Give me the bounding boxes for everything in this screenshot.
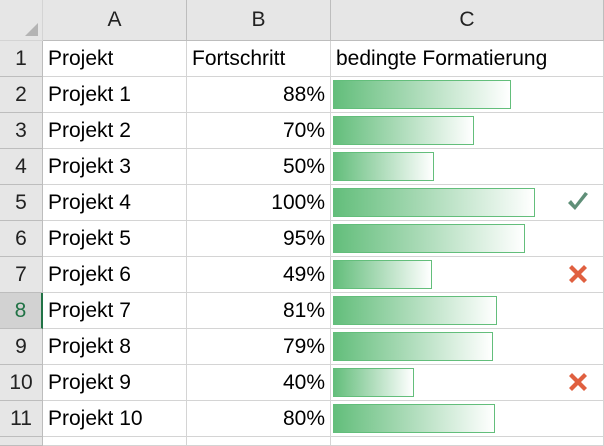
header-cell-projekt[interactable]: Projekt: [43, 41, 187, 77]
data-bar: [333, 188, 535, 217]
data-bar: [333, 260, 432, 289]
header-cell-fortschritt[interactable]: Fortschritt: [187, 41, 331, 77]
row-header[interactable]: 7: [0, 257, 43, 293]
data-bar: [333, 152, 434, 181]
header-cell-bedingte-formatierung[interactable]: bedingte Formatierung: [331, 41, 604, 77]
data-bar-cell[interactable]: [331, 221, 604, 257]
project-name-cell[interactable]: Projekt 1: [43, 77, 187, 113]
cross-icon: [569, 265, 587, 283]
row-header[interactable]: 8: [0, 293, 43, 329]
data-bar: [333, 224, 525, 253]
project-name-cell[interactable]: Projekt 2: [43, 113, 187, 149]
data-bar: [333, 332, 493, 361]
data-bar: [333, 116, 474, 145]
project-name-cell[interactable]: Projekt 7: [43, 293, 187, 329]
progress-cell[interactable]: 40%: [187, 365, 331, 401]
progress-cell[interactable]: 95%: [187, 221, 331, 257]
data-bar-cell[interactable]: [331, 401, 604, 437]
progress-cell[interactable]: 100%: [187, 185, 331, 221]
project-name-cell[interactable]: Projekt 8: [43, 329, 187, 365]
data-bar: [333, 368, 414, 397]
data-bar-cell[interactable]: [331, 77, 604, 113]
data-bar-cell[interactable]: [331, 149, 604, 185]
data-bar-cell[interactable]: [331, 257, 604, 293]
project-name-cell[interactable]: Projekt 4: [43, 185, 187, 221]
progress-cell[interactable]: 49%: [187, 257, 331, 293]
data-bar: [333, 80, 511, 109]
row-header[interactable]: 9: [0, 329, 43, 365]
project-name-cell[interactable]: Projekt 9: [43, 365, 187, 401]
column-header-b[interactable]: B: [187, 0, 331, 41]
row-header[interactable]: 10: [0, 365, 43, 401]
progress-cell[interactable]: 88%: [187, 77, 331, 113]
project-name-cell[interactable]: Projekt 3: [43, 149, 187, 185]
data-bar-cell[interactable]: [331, 293, 604, 329]
row-header[interactable]: 3: [0, 113, 43, 149]
project-name-cell[interactable]: Projekt 10: [43, 401, 187, 437]
row-header[interactable]: 1: [0, 41, 43, 77]
project-name-cell[interactable]: Projekt 6: [43, 257, 187, 293]
data-bar-cell[interactable]: [331, 113, 604, 149]
row-header[interactable]: 4: [0, 149, 43, 185]
data-bar-cell[interactable]: [331, 329, 604, 365]
data-bar-cell[interactable]: [331, 185, 604, 221]
column-header-c[interactable]: C: [331, 0, 604, 41]
progress-cell[interactable]: 80%: [187, 401, 331, 437]
progress-cell[interactable]: 50%: [187, 149, 331, 185]
data-bar: [333, 404, 495, 433]
data-bar-cell[interactable]: [331, 365, 604, 401]
progress-cell[interactable]: 70%: [187, 113, 331, 149]
row-header[interactable]: 6: [0, 221, 43, 257]
column-header-a[interactable]: A: [43, 0, 187, 41]
cross-icon: [569, 373, 587, 391]
progress-cell[interactable]: 81%: [187, 293, 331, 329]
data-bar: [333, 296, 497, 325]
project-name-cell[interactable]: Projekt 5: [43, 221, 187, 257]
select-all-triangle-icon: [25, 23, 38, 36]
row-header[interactable]: 5: [0, 185, 43, 221]
progress-cell[interactable]: 79%: [187, 329, 331, 365]
row-header[interactable]: 2: [0, 77, 43, 113]
row-header[interactable]: 11: [0, 401, 43, 437]
checkmark-icon: [568, 192, 588, 210]
select-all-corner[interactable]: [0, 0, 43, 41]
